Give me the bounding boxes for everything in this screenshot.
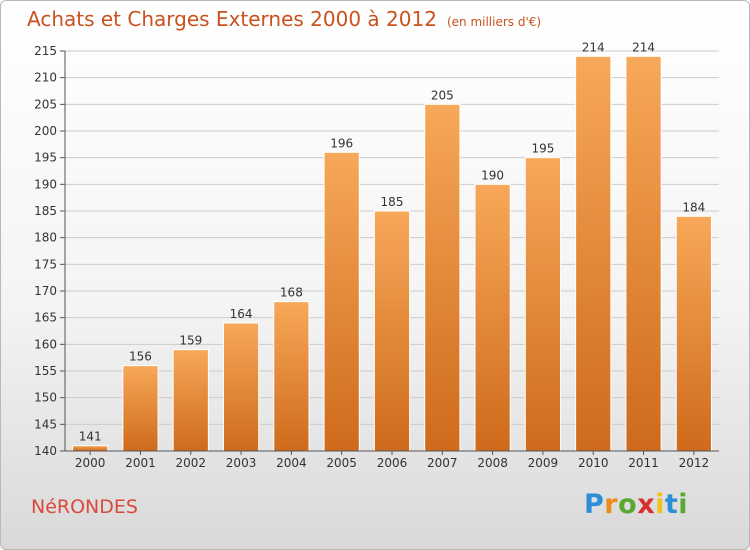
value-label-2010: 214 — [582, 40, 605, 54]
x-tick-label-2009: 2009 — [528, 456, 559, 470]
x-tick-label-2012: 2012 — [679, 456, 710, 470]
y-tick-label: 140 — [34, 444, 57, 458]
logo-letter: x — [637, 489, 656, 520]
bar-2002 — [172, 349, 209, 452]
value-label-2011: 214 — [632, 40, 655, 54]
y-tick-label: 160 — [34, 337, 57, 351]
labels: 1401451501551601651701751801851901952002… — [34, 40, 709, 470]
bar-2005 — [323, 151, 360, 452]
x-tick-label-2010: 2010 — [578, 456, 609, 470]
x-tick-label-2011: 2011 — [628, 456, 659, 470]
bar-2006 — [373, 210, 411, 452]
x-tick-label-2008: 2008 — [477, 456, 508, 470]
value-label-2002: 159 — [179, 334, 202, 348]
y-tick-label: 215 — [34, 44, 57, 58]
bar-2012 — [675, 215, 712, 452]
x-tick-label-2004: 2004 — [276, 456, 307, 470]
bar-2007 — [424, 103, 461, 452]
value-label-2008: 190 — [481, 168, 504, 182]
logo-letter: P — [584, 489, 605, 520]
bar-2003 — [222, 322, 260, 452]
chart-title: Achats et Charges Externes 2000 à 2012 — [27, 7, 437, 31]
y-tick-label: 145 — [34, 417, 57, 431]
y-tick-label: 210 — [34, 71, 57, 85]
value-label-2001: 156 — [129, 350, 152, 364]
value-label-2004: 168 — [280, 286, 303, 300]
value-label-2000: 141 — [79, 430, 102, 444]
x-tick-label-2001: 2001 — [125, 456, 156, 470]
y-tick-label: 205 — [34, 97, 57, 111]
y-tick-label: 200 — [34, 124, 57, 138]
y-tick-label: 155 — [34, 364, 57, 378]
y-tick-label: 165 — [34, 311, 57, 325]
bars — [72, 55, 712, 452]
bar-2000 — [72, 445, 109, 452]
x-tick-label-2006: 2006 — [377, 456, 408, 470]
y-tick-label: 180 — [34, 231, 57, 245]
axes — [60, 50, 719, 455]
chart-subtitle: (en milliers d'€) — [446, 15, 542, 29]
logo-letter: t — [664, 489, 679, 520]
title-row: Achats et Charges Externes 2000 à 2012 (e… — [27, 7, 541, 31]
x-tick-label-2002: 2002 — [175, 456, 206, 470]
x-tick-label-2003: 2003 — [226, 456, 257, 470]
value-label-2009: 195 — [531, 142, 554, 156]
bar-2011 — [625, 55, 662, 452]
logo-letter: r — [604, 489, 619, 520]
x-tick-label-2005: 2005 — [326, 456, 357, 470]
value-label-2012: 184 — [682, 200, 705, 214]
logo-letter: o — [618, 489, 638, 520]
y-tick-label: 170 — [34, 284, 57, 298]
bar-2008 — [474, 183, 511, 452]
logo-letter: i — [655, 489, 665, 520]
proxiti-logo: Proxiti — [584, 489, 688, 520]
x-tick-label-2000: 2000 — [75, 456, 106, 470]
y-tick-label: 195 — [34, 151, 57, 165]
bar-2009 — [524, 157, 562, 452]
y-tick-label: 150 — [34, 391, 57, 405]
bar-2004 — [273, 301, 310, 452]
value-label-2006: 185 — [381, 195, 404, 209]
y-tick-label: 175 — [34, 257, 57, 271]
bar-2010 — [575, 55, 612, 452]
commune-name: NéRONDES — [31, 496, 138, 518]
x-tick-label-2007: 2007 — [427, 456, 458, 470]
value-label-2005: 196 — [330, 136, 353, 150]
y-tick-label: 185 — [34, 204, 57, 218]
y-tick-label: 190 — [34, 177, 57, 191]
value-label-2007: 205 — [431, 88, 454, 102]
logo-letter: i — [678, 489, 689, 520]
bar-2001 — [122, 365, 159, 452]
value-label-2003: 164 — [230, 307, 253, 321]
